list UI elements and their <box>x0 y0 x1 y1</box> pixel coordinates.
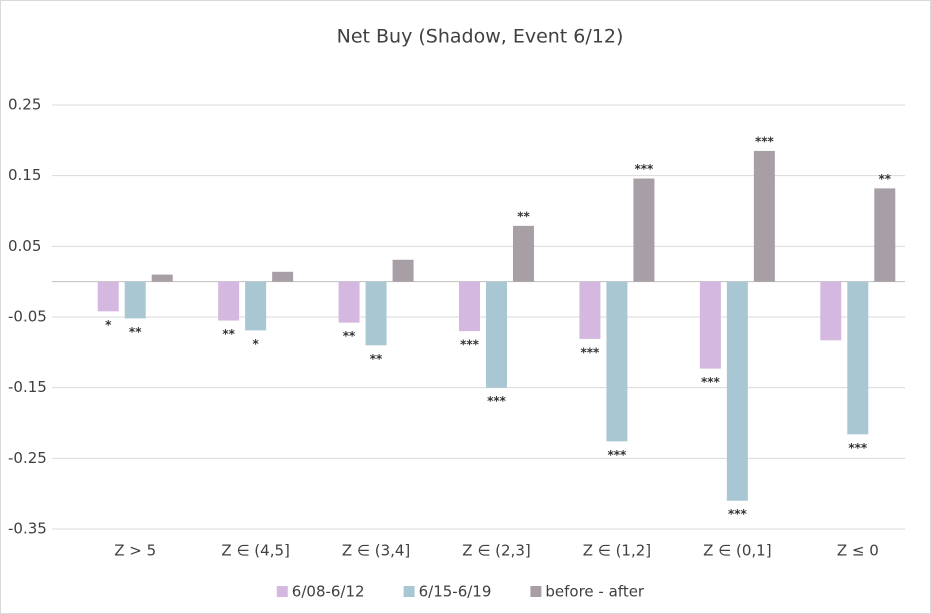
x-tick-label: Z ∈ (1,2] <box>583 542 651 560</box>
y-tick-label: -0.25 <box>8 449 47 467</box>
significance-label: ** <box>370 352 383 366</box>
x-tick-label: Z ≤ 0 <box>837 542 879 560</box>
significance-label: *** <box>581 345 601 359</box>
bar <box>459 281 480 332</box>
bar <box>218 281 240 321</box>
bar <box>699 281 721 369</box>
bar <box>874 188 896 282</box>
significance-label: *** <box>848 441 868 455</box>
bar <box>97 281 119 312</box>
significance-label: *** <box>487 394 507 408</box>
significance-label: *** <box>755 134 775 148</box>
bar <box>847 281 869 435</box>
y-tick-label: -0.05 <box>8 308 47 326</box>
bar <box>365 281 387 346</box>
bar <box>124 281 146 319</box>
y-tick-label: 0.25 <box>8 96 41 114</box>
x-tick-label: Z ∈ (0,1] <box>703 542 771 560</box>
bar <box>338 281 360 323</box>
significance-label: * <box>253 337 260 351</box>
significance-label: ** <box>343 329 356 343</box>
significance-label: ** <box>879 172 892 186</box>
bar <box>753 150 775 282</box>
legend-swatch <box>530 586 542 597</box>
bar <box>513 225 534 282</box>
y-tick-label: 0.15 <box>8 166 41 184</box>
bar <box>726 281 748 501</box>
chart-title: Net Buy (Shadow, Event 6/12) <box>337 26 624 48</box>
x-tick-label: Z ∈ (2,3] <box>462 542 530 560</box>
bar <box>392 259 414 282</box>
x-tick-label: Z > 5 <box>114 542 156 560</box>
y-tick-label: -0.15 <box>8 378 47 396</box>
legend-swatch <box>403 586 415 597</box>
significance-label: ** <box>129 325 142 339</box>
bar <box>606 281 628 442</box>
bar <box>820 281 842 341</box>
bar <box>151 274 173 282</box>
significance-label: ** <box>517 209 530 223</box>
significance-label: *** <box>728 507 748 521</box>
bar <box>272 271 294 282</box>
bar <box>245 281 267 331</box>
significance-label: *** <box>608 448 628 462</box>
significance-label: ** <box>222 327 235 341</box>
x-tick-label: Z ∈ (4,5] <box>221 542 289 560</box>
legend-label: 6/15-6/19 <box>419 583 492 601</box>
significance-label: *** <box>701 375 721 389</box>
bar <box>486 281 507 388</box>
significance-label: * <box>105 318 112 332</box>
y-tick-label: 0.05 <box>8 237 41 255</box>
bar <box>633 178 655 282</box>
legend-label: before - after <box>545 583 645 601</box>
y-tick-label: -0.35 <box>8 520 47 538</box>
significance-label: *** <box>460 338 480 352</box>
bar <box>579 281 601 339</box>
significance-label: *** <box>635 162 655 176</box>
legend-swatch <box>276 586 288 597</box>
legend-label: 6/08-6/12 <box>292 583 365 601</box>
x-tick-label: Z ∈ (3,4] <box>342 542 410 560</box>
